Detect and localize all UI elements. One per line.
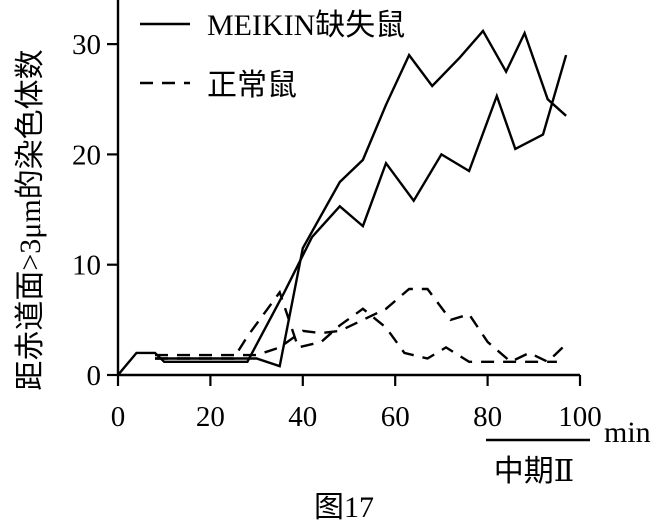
x-tick-label: 40 — [288, 401, 317, 433]
x-tick-label: 20 — [196, 401, 225, 433]
x-axis-unit: min — [604, 416, 651, 449]
normal-mouse-line-4 — [155, 287, 567, 364]
x-tick-label: 0 — [111, 401, 126, 433]
y-tick-label: 0 — [87, 360, 102, 392]
y-axis-title: 距赤道面>3μm的染色体数 — [14, 49, 47, 390]
series-layer — [117, 28, 568, 376]
y-tick-label: 20 — [72, 139, 101, 171]
legend-label-meikin: MEIKIN缺失鼠 — [207, 9, 405, 42]
y-tick-label: 10 — [72, 250, 101, 282]
x-tick-label: 60 — [381, 401, 410, 433]
y-tick-label: 30 — [72, 29, 101, 61]
normal-mouse-line-3 — [155, 289, 557, 363]
axes: 0 20 40 60 80 100 0 10 20 30 — [72, 0, 602, 433]
x-tick-label: 80 — [473, 401, 502, 433]
phase-bracket-label: 中期Ⅱ — [494, 455, 574, 488]
phase-bracket: 中期Ⅱ — [486, 438, 590, 488]
x-tick-label: 100 — [558, 401, 602, 433]
figure-caption: 图17 — [314, 491, 374, 524]
legend: MEIKIN缺失鼠 正常鼠 — [140, 9, 405, 102]
meikin-knockout-line-1 — [117, 54, 568, 376]
legend-label-normal: 正常鼠 — [207, 69, 297, 102]
meikin-knockout-line-2 — [155, 28, 567, 368]
